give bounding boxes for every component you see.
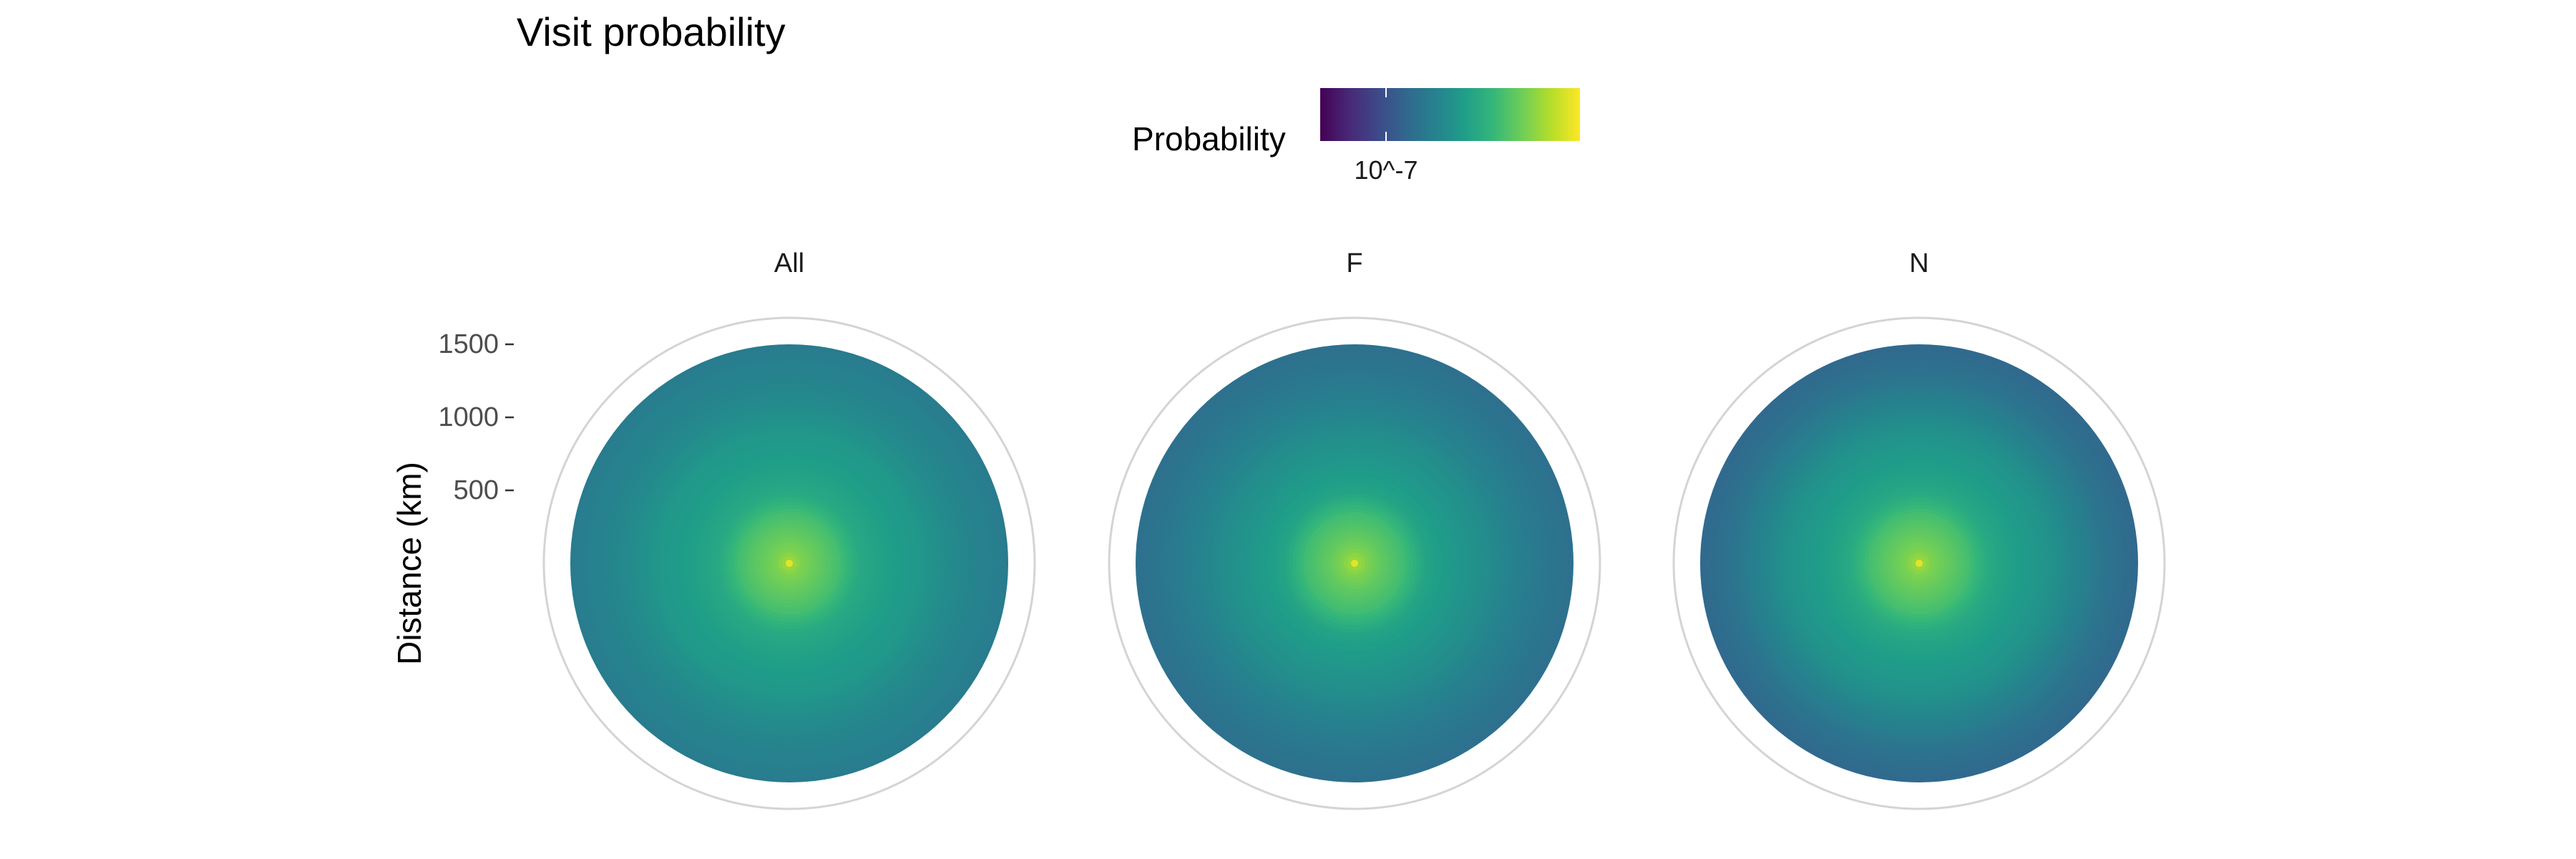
chart-title: Visit probability [517, 9, 786, 54]
ring-center [1351, 560, 1358, 567]
legend-tick-label: 10^-7 [1355, 155, 1418, 185]
legend: Probability 10^-7 [1132, 88, 1580, 185]
ring-center [786, 560, 793, 567]
ring-group [570, 344, 1008, 782]
strip-label: All [774, 248, 804, 278]
legend-colorbar [1320, 88, 1580, 141]
y-axis: 500 1000 1500 [438, 329, 514, 505]
panel-f: F [1108, 248, 1601, 810]
panel-outline [542, 316, 1036, 810]
ring-center [1916, 560, 1923, 567]
panel-outline [1672, 316, 2166, 810]
strip-label: N [1909, 248, 1928, 278]
ring-group [1700, 344, 2138, 782]
legend-title: Probability [1132, 120, 1286, 157]
strip-label: F [1346, 248, 1362, 278]
y-tick-label: 1500 [438, 329, 499, 359]
y-axis-label: Distance (km) [391, 462, 428, 665]
panel-n: N [1672, 248, 2166, 810]
y-tick-label: 500 [454, 475, 499, 505]
y-tick-label: 1000 [438, 402, 499, 432]
ring-group [1136, 344, 1574, 782]
panel-outline [1108, 316, 1601, 810]
panel-all: All [542, 248, 1036, 810]
